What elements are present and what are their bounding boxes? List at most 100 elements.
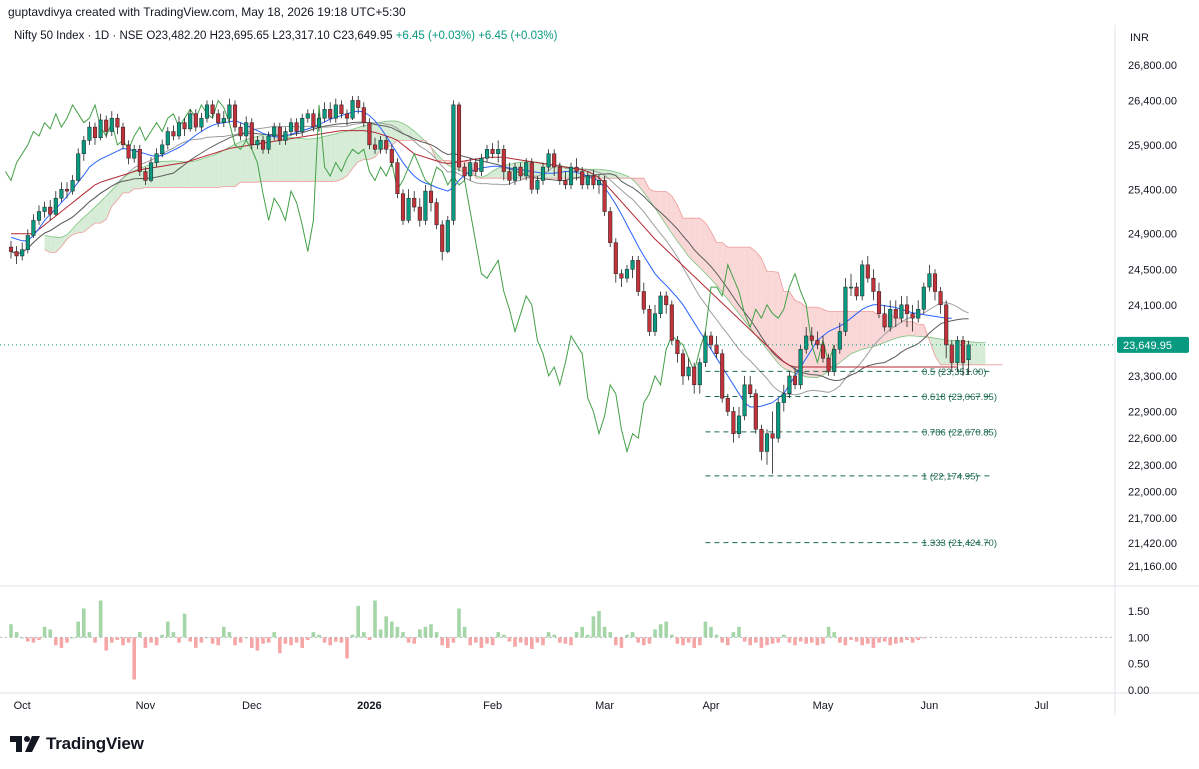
candle[interactable] [804,327,809,354]
volume-bar[interactable] [888,637,892,646]
candle[interactable] [944,300,949,359]
volume-bar[interactable] [300,637,304,648]
candle[interactable] [776,398,781,443]
candle[interactable] [580,167,585,190]
volume-bar[interactable] [261,637,265,644]
volume-bar[interactable] [126,637,131,643]
candle[interactable] [636,255,641,296]
volume-bar[interactable] [832,632,836,638]
volume-bar[interactable] [294,637,299,643]
candle[interactable] [400,189,406,225]
volume-bar[interactable] [558,637,562,643]
volume-bar[interactable] [278,637,282,654]
candle[interactable] [960,335,966,376]
candle[interactable] [160,139,165,158]
volume-bar[interactable] [233,637,237,646]
volume-bar[interactable] [154,637,159,646]
candle[interactable] [742,375,747,421]
volume-bar[interactable] [306,637,310,640]
candle[interactable] [98,113,103,141]
time-axis[interactable]: Oct Nov Dec 2026 Feb Mar Apr May Jun Jul [14,700,1049,712]
candle[interactable] [479,153,484,176]
candle[interactable] [76,148,81,183]
candle[interactable] [686,358,691,381]
symbol-name[interactable]: Nifty 50 Index · 1D · NSE [14,30,144,42]
volume-bar[interactable] [238,637,243,643]
candle[interactable] [613,238,618,283]
volume-bar[interactable] [563,637,568,644]
symbol-legend[interactable]: Nifty 50 Index · 1D · NSE O23,482.20 H23… [14,30,557,42]
volume-bar[interactable] [742,637,747,642]
volume-bar[interactable] [798,637,803,642]
volume-bar[interactable] [882,637,887,642]
volume-bar[interactable] [614,637,618,646]
candle[interactable] [955,335,960,372]
volume-bar[interactable] [709,626,713,638]
candle[interactable] [529,158,534,194]
volume-bar[interactable] [423,626,428,638]
candle[interactable] [882,304,887,332]
candle[interactable] [210,100,215,119]
candle[interactable] [87,121,92,145]
volume-bar[interactable] [401,632,405,638]
volume-bar[interactable] [664,621,668,638]
candle[interactable] [249,118,254,150]
candle[interactable] [664,291,669,314]
volume-bar[interactable] [76,621,80,638]
candle[interactable] [787,371,792,399]
candle[interactable] [42,201,47,218]
candle[interactable] [406,189,411,224]
candle[interactable] [714,335,719,359]
candle[interactable] [384,135,389,154]
volume-axis[interactable]: 1.50 1.00 0.50 0.00 [1128,606,1149,697]
volume-bar[interactable] [804,637,808,644]
candle[interactable] [748,375,753,399]
volume-bar[interactable] [670,634,674,638]
volume-bar[interactable] [132,637,136,680]
volume-bar[interactable] [580,626,584,638]
volume-bar[interactable] [574,632,579,638]
volume-bar[interactable] [434,632,439,638]
candle[interactable] [574,158,579,181]
volume-bar[interactable] [390,621,394,638]
volume-bar[interactable] [541,637,545,646]
candle[interactable] [137,144,142,176]
volume-bar[interactable] [54,637,58,646]
candle[interactable] [367,118,372,150]
candle[interactable] [820,335,826,363]
volume-bar[interactable] [457,608,461,638]
volume-bar[interactable] [222,626,226,638]
volume-bar[interactable] [681,637,685,646]
volume-bar[interactable] [406,637,411,643]
candle[interactable] [171,125,176,141]
candle[interactable] [484,144,490,163]
volume-bar[interactable] [199,637,204,643]
volume-bar[interactable] [776,637,780,643]
volume-bar[interactable] [328,637,332,646]
volume-bar[interactable] [642,637,646,646]
volume-bar[interactable] [266,637,271,643]
candle[interactable] [680,349,686,385]
candle[interactable] [344,109,350,126]
candle[interactable] [361,102,366,128]
volume-bar[interactable] [339,637,344,643]
volume-bar[interactable] [552,634,556,638]
volume-bar[interactable] [754,637,758,643]
volume-bar[interactable] [227,632,232,638]
candle[interactable] [596,175,602,194]
volume-bar[interactable] [177,637,181,643]
candle[interactable] [389,144,394,168]
volume-bar[interactable] [653,629,657,638]
candle[interactable] [53,191,58,216]
candle[interactable] [815,331,820,350]
volume-bar[interactable] [384,616,388,638]
candle[interactable] [305,109,310,123]
volume-bar[interactable] [446,637,450,648]
candle[interactable] [440,220,445,261]
candle[interactable] [524,158,529,181]
candle[interactable] [647,304,652,336]
candle[interactable] [193,109,198,132]
candle[interactable] [232,100,238,132]
volume-bar[interactable] [171,632,176,638]
candle[interactable] [871,269,876,301]
